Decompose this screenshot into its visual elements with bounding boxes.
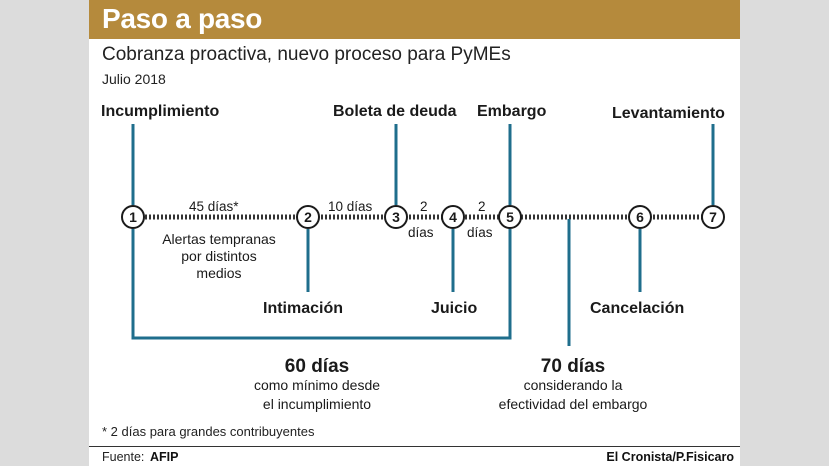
source-label: Fuente: — [102, 450, 145, 464]
total-60-desc-2: el incumplimiento — [263, 396, 371, 412]
total-70-dias: 70 días — [541, 356, 605, 377]
step-markers — [121, 205, 725, 229]
step-number-3: 3 — [392, 209, 400, 225]
event-intimacion: Intimación — [263, 300, 343, 317]
interval-45-unit: días — [467, 225, 493, 240]
interval-10-dias: 10 días — [328, 199, 373, 214]
total-60-desc-1: como mínimo desde — [254, 377, 380, 393]
alerts-line-2: por distintos — [181, 248, 256, 264]
step-number-4: 4 — [449, 209, 457, 225]
step-circle-3 — [384, 205, 408, 229]
process-timeline: 1 2 3 4 5 6 7 Incumplimiento Boleta de d… — [101, 103, 725, 412]
total-60-dias: 60 días — [285, 356, 349, 377]
step-circle-1 — [121, 205, 145, 229]
step-number-6: 6 — [636, 209, 644, 225]
title-band: Paso a paso — [89, 0, 740, 39]
event-cancelacion: Cancelación — [590, 300, 684, 317]
total-70-desc-1: considerando la — [524, 377, 623, 393]
page-title: Paso a paso — [102, 3, 263, 34]
event-embargo: Embargo — [477, 103, 547, 120]
total-70-desc-2: efectividad del embargo — [499, 396, 648, 412]
step-circle-6 — [628, 205, 652, 229]
date-label: Julio 2018 — [102, 71, 166, 87]
event-boleta-de-deuda: Boleta de deuda — [333, 103, 457, 120]
step-number-1: 1 — [129, 209, 137, 225]
interval-34-number: 2 — [420, 199, 428, 214]
event-levantamiento: Levantamiento — [612, 105, 725, 122]
credit: El Cronista/P.Fisicaro — [606, 450, 734, 464]
source-value: AFIP — [150, 450, 179, 464]
event-juicio: Juicio — [431, 300, 477, 317]
infographic-card: Paso a paso Cobranza proactiva, nuevo pr… — [89, 0, 740, 466]
step-circle-7 — [701, 205, 725, 229]
subtitle: Cobranza proactiva, nuevo proceso para P… — [102, 44, 511, 65]
bracket-60-dias — [131, 229, 512, 340]
interval-34-unit: días — [408, 225, 434, 240]
step-number-5: 5 — [506, 209, 514, 225]
alerts-line-1: Alertas tempranas — [162, 231, 276, 247]
step-circle-4 — [441, 205, 465, 229]
interval-45-number: 2 — [478, 199, 486, 214]
step-number-7: 7 — [709, 209, 717, 225]
interval-45-dias: 45 días* — [189, 199, 239, 214]
footnote: * 2 días para grandes contribuyentes — [102, 424, 315, 439]
step-circle-2 — [296, 205, 320, 229]
step-circle-5 — [498, 205, 522, 229]
alerts-line-3: medios — [196, 265, 241, 281]
footer-bar — [89, 446, 740, 466]
step-number-2: 2 — [304, 209, 312, 225]
event-incumplimiento: Incumplimiento — [101, 103, 219, 120]
